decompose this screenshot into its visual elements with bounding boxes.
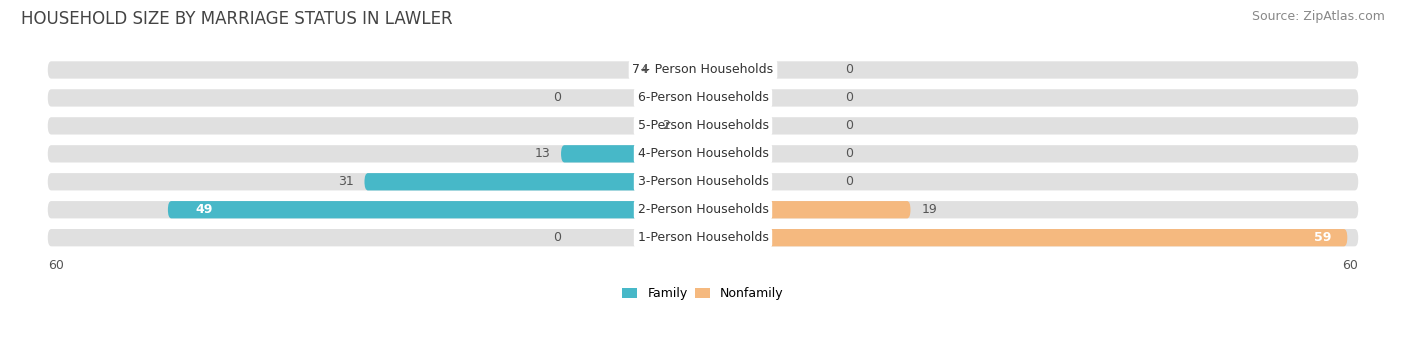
Text: 60: 60 xyxy=(1343,259,1358,272)
Text: 0: 0 xyxy=(553,91,561,104)
Text: 0: 0 xyxy=(845,119,853,132)
FancyBboxPatch shape xyxy=(48,201,1358,218)
Legend: Family, Nonfamily: Family, Nonfamily xyxy=(623,287,783,300)
Text: 7+ Person Households: 7+ Person Households xyxy=(633,64,773,76)
FancyBboxPatch shape xyxy=(659,61,703,79)
FancyBboxPatch shape xyxy=(48,173,1358,190)
Text: 59: 59 xyxy=(1313,231,1331,244)
Text: 31: 31 xyxy=(337,175,353,188)
Text: HOUSEHOLD SIZE BY MARRIAGE STATUS IN LAWLER: HOUSEHOLD SIZE BY MARRIAGE STATUS IN LAW… xyxy=(21,10,453,28)
FancyBboxPatch shape xyxy=(681,117,703,135)
Text: 4: 4 xyxy=(641,64,648,76)
Text: Source: ZipAtlas.com: Source: ZipAtlas.com xyxy=(1251,10,1385,23)
Text: 0: 0 xyxy=(845,64,853,76)
Text: 0: 0 xyxy=(553,231,561,244)
Text: 3-Person Households: 3-Person Households xyxy=(637,175,769,188)
Text: 13: 13 xyxy=(534,147,550,160)
Text: 6-Person Households: 6-Person Households xyxy=(637,91,769,104)
Text: 19: 19 xyxy=(921,203,938,216)
Text: 49: 49 xyxy=(195,203,212,216)
FancyBboxPatch shape xyxy=(48,89,1358,106)
FancyBboxPatch shape xyxy=(703,229,1347,246)
FancyBboxPatch shape xyxy=(48,117,1358,135)
Text: 4-Person Households: 4-Person Households xyxy=(637,147,769,160)
Text: 60: 60 xyxy=(48,259,63,272)
FancyBboxPatch shape xyxy=(48,229,1358,246)
FancyBboxPatch shape xyxy=(364,173,703,190)
Text: 0: 0 xyxy=(845,175,853,188)
FancyBboxPatch shape xyxy=(48,61,1358,79)
Text: 0: 0 xyxy=(845,91,853,104)
FancyBboxPatch shape xyxy=(167,201,703,218)
Text: 2-Person Households: 2-Person Households xyxy=(637,203,769,216)
FancyBboxPatch shape xyxy=(48,145,1358,163)
FancyBboxPatch shape xyxy=(561,145,703,163)
Text: 5-Person Households: 5-Person Households xyxy=(637,119,769,132)
FancyBboxPatch shape xyxy=(703,201,911,218)
Text: 1-Person Households: 1-Person Households xyxy=(637,231,769,244)
Text: 2: 2 xyxy=(662,119,671,132)
Text: 0: 0 xyxy=(845,147,853,160)
